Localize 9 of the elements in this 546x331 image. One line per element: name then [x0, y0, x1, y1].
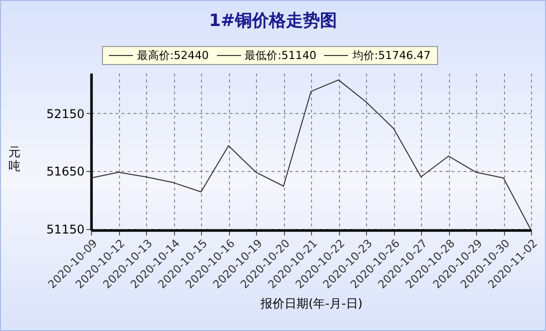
y-tick-label: 52150	[46, 106, 84, 121]
y-tick-label: 51650	[46, 164, 84, 179]
y-tick-label: 51150	[46, 222, 84, 236]
chart-title: 1#铜价格走势图	[208, 10, 338, 32]
text: 最高价:52440	[137, 48, 209, 63]
text: 均价:51746.47	[352, 48, 431, 63]
text: 最低价:51140	[244, 48, 316, 63]
y-axis-title: 元吨	[8, 145, 20, 173]
x-axis-title: 报价日期(年-月-日)	[259, 296, 363, 310]
